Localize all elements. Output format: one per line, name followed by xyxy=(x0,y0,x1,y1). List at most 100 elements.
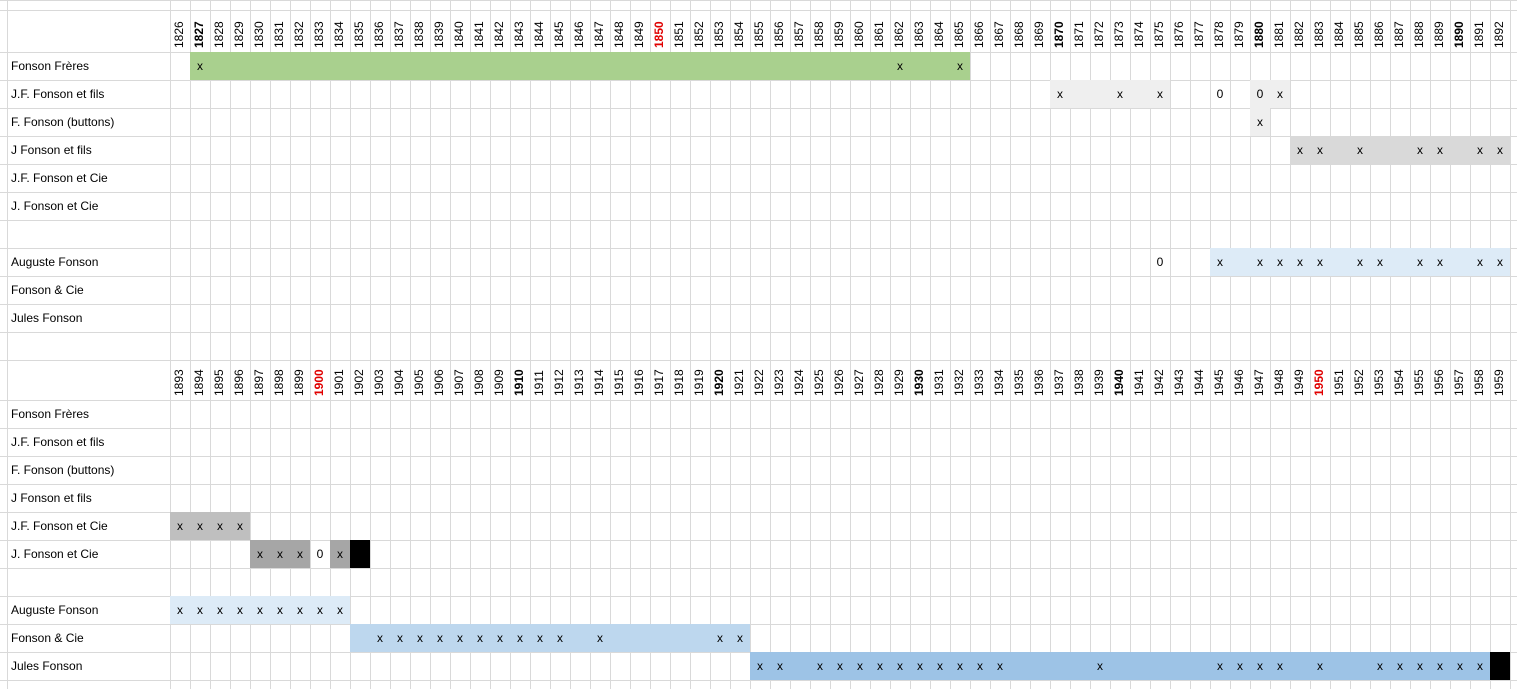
cell-value: x xyxy=(237,519,243,533)
cell-value: x xyxy=(757,659,763,673)
cell-value: x xyxy=(1437,143,1443,157)
cell-value: x xyxy=(197,519,203,533)
row-label: Jules Fonson xyxy=(11,659,82,673)
year-header: 1871 xyxy=(1072,21,1086,48)
year-header: 1853 xyxy=(712,21,726,48)
year-header: 1858 xyxy=(812,21,826,48)
cell-value: x xyxy=(197,603,203,617)
year-header: 1894 xyxy=(192,369,206,396)
cell-value: x xyxy=(997,659,1003,673)
cell-value: x xyxy=(217,519,223,533)
cell-value: x xyxy=(1417,143,1423,157)
cell-value: x xyxy=(1357,255,1363,269)
cell-value: x xyxy=(957,659,963,673)
year-header: 1932 xyxy=(952,369,966,396)
cell-value: x xyxy=(297,603,303,617)
year-header: 1897 xyxy=(252,369,266,396)
year-header: 1903 xyxy=(372,369,386,396)
cell-value: x xyxy=(497,631,503,645)
year-header: 1915 xyxy=(612,369,626,396)
year-header: 1888 xyxy=(1412,21,1426,48)
year-header: 1848 xyxy=(612,21,626,48)
row-label: Fonson & Cie xyxy=(11,283,84,297)
year-header: 1856 xyxy=(772,21,786,48)
year-header: 1958 xyxy=(1472,369,1486,396)
year-header: 1847 xyxy=(592,21,606,48)
row-label: Fonson & Cie xyxy=(11,631,84,645)
cell-value: x xyxy=(317,603,323,617)
year-header: 1951 xyxy=(1332,369,1346,396)
cell-value: x xyxy=(277,547,283,561)
year-header: 1943 xyxy=(1172,369,1186,396)
cell-fill xyxy=(1210,248,1510,276)
row-label: Fonson Frères xyxy=(11,407,89,421)
year-header: 1900 xyxy=(312,369,326,396)
year-header: 1928 xyxy=(872,369,886,396)
year-header: 1859 xyxy=(832,21,846,48)
cell-value: x xyxy=(517,631,523,645)
year-header: 1831 xyxy=(272,21,286,48)
cell-value: x xyxy=(1317,143,1323,157)
year-header: 1855 xyxy=(752,21,766,48)
cell-value: x xyxy=(337,603,343,617)
year-header: 1911 xyxy=(532,370,546,396)
year-header: 1892 xyxy=(1492,21,1506,48)
cell-value: x xyxy=(957,59,963,73)
year-header: 1925 xyxy=(812,369,826,396)
cell-value: x xyxy=(1317,255,1323,269)
cell-value: x xyxy=(1457,659,1463,673)
cell-value: x xyxy=(597,631,603,645)
year-header: 1887 xyxy=(1392,21,1406,48)
cell-value: x xyxy=(737,631,743,645)
row-label: J Fonson et fils xyxy=(11,491,92,505)
cell-value: x xyxy=(897,59,903,73)
cell-value: x xyxy=(237,603,243,617)
year-header: 1877 xyxy=(1192,21,1206,48)
year-header: 1857 xyxy=(792,21,806,48)
cell-value: 0 xyxy=(317,547,324,561)
cell-fill xyxy=(250,540,310,568)
year-header: 1860 xyxy=(852,21,866,48)
year-header: 1829 xyxy=(232,21,246,48)
year-header: 1957 xyxy=(1452,369,1466,396)
year-header: 1926 xyxy=(832,369,846,396)
year-header: 1867 xyxy=(992,21,1006,48)
cell-value: x xyxy=(1377,255,1383,269)
year-header: 1923 xyxy=(772,369,786,396)
cell-value: x xyxy=(937,659,943,673)
cell-value: x xyxy=(1357,143,1363,157)
year-header: 1934 xyxy=(992,369,1006,396)
year-header: 1922 xyxy=(752,369,766,396)
year-header: 1826 xyxy=(172,21,186,48)
year-header: 1921 xyxy=(732,369,746,396)
year-header: 1881 xyxy=(1272,21,1286,48)
cell-value: x xyxy=(277,603,283,617)
year-header: 1918 xyxy=(672,369,686,396)
year-header: 1839 xyxy=(432,21,446,48)
cell-value: x xyxy=(1097,659,1103,673)
year-header: 1953 xyxy=(1372,369,1386,396)
cell-value: x xyxy=(1437,255,1443,269)
year-header: 1940 xyxy=(1112,369,1126,396)
cell-value: x xyxy=(437,631,443,645)
cell-value: 0 xyxy=(1217,87,1224,101)
year-header: 1861 xyxy=(872,21,886,48)
cell-value: x xyxy=(1217,659,1223,673)
cell-value: x xyxy=(337,547,343,561)
row-label: J.F. Fonson et fils xyxy=(11,87,104,101)
year-header: 1840 xyxy=(452,21,466,48)
year-header: 1948 xyxy=(1272,369,1286,396)
year-header: 1843 xyxy=(512,21,526,48)
cell-value: x xyxy=(1157,87,1163,101)
year-header: 1896 xyxy=(232,369,246,396)
year-header: 1933 xyxy=(972,369,986,396)
year-header: 1872 xyxy=(1092,21,1106,48)
year-header: 1869 xyxy=(1032,21,1046,48)
year-header: 1939 xyxy=(1092,369,1106,396)
cell-value: x xyxy=(897,659,903,673)
year-header: 1885 xyxy=(1352,21,1366,48)
year-header: 1927 xyxy=(852,369,866,396)
year-header: 1834 xyxy=(332,21,346,48)
year-header: 1919 xyxy=(692,369,706,396)
cell-value: x xyxy=(777,659,783,673)
